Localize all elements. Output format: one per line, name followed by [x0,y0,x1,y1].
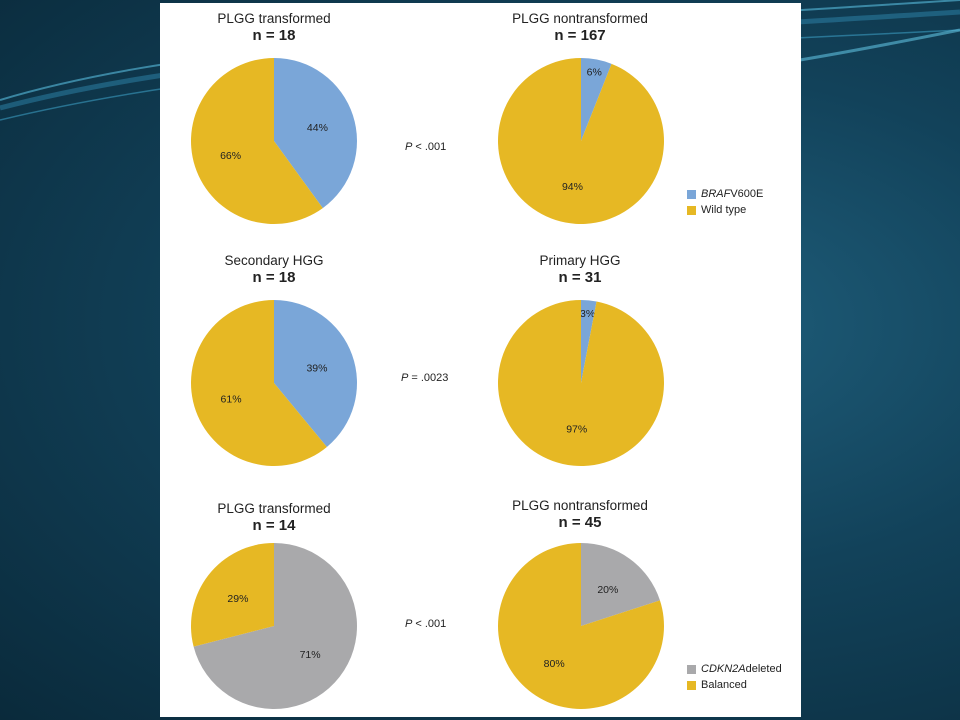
pie-slice-label: 71% [300,649,321,661]
pie-slice-label: 3% [580,308,595,320]
pie-chart-5: 71% 29% [191,543,357,709]
pie-slice-label: 20% [597,584,618,596]
legend-item-balanced: Balanced [687,677,782,693]
pie-title-2: PLGG nontransformed n = 167 [512,11,648,44]
pie-slice-braf-v600e [274,58,357,209]
p-value-2: P = .0023 [401,372,449,384]
pie-slice-label: 80% [544,658,565,670]
pie-slice-braf-v600e [581,58,612,141]
pie-slice-label: 39% [306,363,327,375]
pie-slice-label: 66% [220,150,241,162]
pie-slice-wild-type [498,300,664,466]
pie-slice-braf-v600e [581,300,597,383]
legend-item-braf: BRAF V600E [687,186,763,202]
pie-slice-label: 61% [221,393,242,405]
pie-slice-balanced [498,543,664,709]
pie-slice-wild-type [497,58,664,224]
legend-swatch-balanced [687,680,696,690]
pie-title-3: Secondary HGG n = 18 [224,253,324,286]
p-value-3: P < .001 [405,618,447,630]
pie-slice-label: 44% [307,122,328,134]
pie-chart-1: 44% 66% [190,58,357,224]
pie-title-1: PLGG transformed n = 18 [217,11,331,44]
pie-chart-4: 3% 97% [498,300,664,466]
pie-slice-label: 94% [562,181,583,193]
pie-slice-label: 97% [566,423,587,435]
pie-slice-label: 29% [227,593,248,605]
pie-slice-balanced [191,543,274,647]
pie-title-4: Primary HGG n = 31 [539,253,621,286]
pie-slice-wild-type [190,58,323,224]
pie-chart-6: 20% 80% [498,543,664,709]
pie-slice-braf-v600e [274,300,357,447]
pie-title-6: PLGG nontransformed n = 45 [512,498,648,531]
legend-item-cdkn2a: CDKN2A deleted [687,661,782,677]
legend-swatch-wild-type [687,205,696,215]
legend-braf: BRAF V600E Wild type [687,186,763,218]
figure-panel: PLGG transformed n = 18 PLGG nontransfor… [160,3,801,717]
legend-swatch-braf [687,189,696,199]
pie-slice-cdkn2a-deleted [581,543,660,626]
pie-chart-3: 39% 61% [190,300,357,466]
legend-cdkn2a: CDKN2A deleted Balanced [687,661,782,693]
pie-slice-label: 6% [587,67,602,79]
pie-slice-wild-type [190,300,327,466]
legend-swatch-cdkn2a [687,664,696,674]
legend-item-wild-type: Wild type [687,202,763,218]
p-value-1: P < .001 [405,141,447,153]
pie-title-5: PLGG transformed n = 14 [217,501,331,534]
pie-slice-cdkn2a-deleted [193,543,357,709]
pie-chart-2: 6% 94% [497,58,664,224]
